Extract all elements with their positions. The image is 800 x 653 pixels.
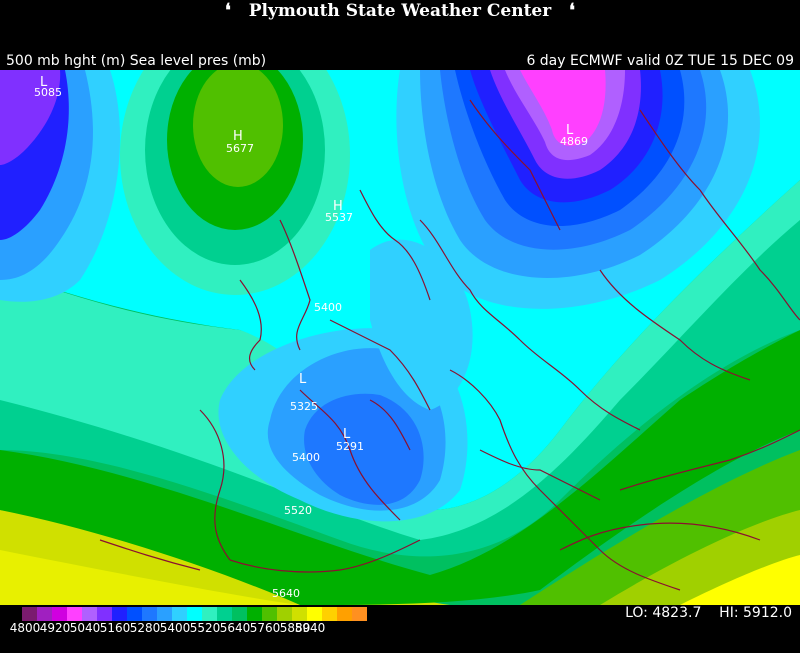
contour-label: 5520 <box>284 504 312 517</box>
center-type-l-france: L <box>299 372 307 387</box>
legend-swatch <box>37 607 52 621</box>
center-type-h-uk: H <box>333 199 343 214</box>
legend-tick-label: 5520 <box>189 621 221 635</box>
band-nw-5100 <box>0 70 61 165</box>
center-type-l-scandinavia: L <box>566 123 574 138</box>
color-scale-bar <box>22 607 367 621</box>
legend-swatch <box>202 607 217 621</box>
contour-label: 5640 <box>272 587 300 600</box>
legend-tick-label: 5640 <box>219 621 251 635</box>
legend-tick-label: 5940 <box>294 621 326 635</box>
legend-tick-label: 5280 <box>129 621 161 635</box>
contour-label: 5400 <box>292 451 320 464</box>
legend-swatch <box>322 607 337 621</box>
hi-label: HI: <box>719 605 739 621</box>
band-trough-4920 <box>520 70 606 146</box>
page-title: ❛ Plymouth State Weather Center ❛ <box>0 0 800 22</box>
min-max-readout: LO: 4823.7 HI: 5912.0 <box>625 605 792 621</box>
legend-tick-label: 4800 <box>9 621 41 635</box>
center-type-l-nw: L <box>40 75 48 90</box>
band-5880-se <box>680 555 800 605</box>
valid-time-caption: 6 day ECMWF valid 0Z TUE 15 DEC 09 <box>526 53 794 69</box>
band-5640 <box>0 330 800 605</box>
legend-tick-label: 5040 <box>69 621 101 635</box>
legend-tick-label: 5400 <box>159 621 191 635</box>
legend-swatch <box>97 607 112 621</box>
center-value-4869: 4869 <box>560 135 588 148</box>
legend-swatch <box>187 607 202 621</box>
legend-swatch <box>232 607 247 621</box>
logo-swirl-left-icon: ❛ <box>225 0 231 21</box>
lo-value: 4823.7 <box>652 605 702 621</box>
band-5520 <box>0 180 800 540</box>
lo-label: LO: <box>625 605 648 621</box>
field-caption: 500 mb hght (m) Sea level pres (mb) <box>6 53 267 69</box>
band-5580 <box>0 220 800 557</box>
legend-tick-label: 5880 <box>279 621 311 635</box>
height-field: L 5085 H 5677 H 5537 L 4869 L 5325 L 529… <box>0 70 800 605</box>
contour-label: 5400 <box>314 301 342 314</box>
center-type-l-mediterranean: L <box>343 427 351 442</box>
legend-swatch <box>67 607 82 621</box>
legend-swatch <box>292 607 307 621</box>
contour-labels: 5400 5400 5520 5640 <box>272 301 342 600</box>
band-tongue-5400 <box>370 239 473 410</box>
hi-value: 5912.0 <box>743 605 792 621</box>
center-value-5537: 5537 <box>325 211 353 224</box>
center-value-5677: 5677 <box>226 142 254 155</box>
logo-swirl-right-icon: ❛ <box>569 0 575 21</box>
legend-tick-label: 4920 <box>39 621 71 635</box>
legend-swatch <box>307 607 322 621</box>
legend-swatch <box>352 607 367 621</box>
color-scale-labels: 4800 4920 5040 5160 5280 5400 5520 5640 5760 5880… <box>0 621 440 637</box>
legend-swatch <box>52 607 67 621</box>
country-borders <box>99 99 800 591</box>
legend-swatch <box>172 607 187 621</box>
legend-tick-label: 5760 <box>249 621 281 635</box>
center-value-5325: 5325 <box>290 400 318 413</box>
pressure-center-markers: L 5085 H 5677 H 5537 L 4869 L 5325 L 529… <box>34 75 588 453</box>
legend-swatch <box>22 607 37 621</box>
legend-swatch <box>82 607 97 621</box>
legend-tick-label: 5160 <box>99 621 131 635</box>
legend-swatch <box>157 607 172 621</box>
legend-swatch <box>337 607 352 621</box>
legend-swatch <box>277 607 292 621</box>
legend-swatch <box>217 607 232 621</box>
band-5820-sw <box>0 550 300 605</box>
legend-swatch <box>112 607 127 621</box>
center-value-5085: 5085 <box>34 86 62 99</box>
title-text: Plymouth State Weather Center <box>248 1 552 21</box>
legend-swatch <box>127 607 142 621</box>
band-high-5677 <box>193 70 283 187</box>
center-type-h-atlantic: H <box>233 129 243 144</box>
legend-swatch <box>247 607 262 621</box>
forecast-map: L 5085 H 5677 H 5537 L 4869 L 5325 L 529… <box>0 70 800 605</box>
legend-swatch <box>262 607 277 621</box>
center-value-5291: 5291 <box>336 440 364 453</box>
legend-swatch <box>142 607 157 621</box>
